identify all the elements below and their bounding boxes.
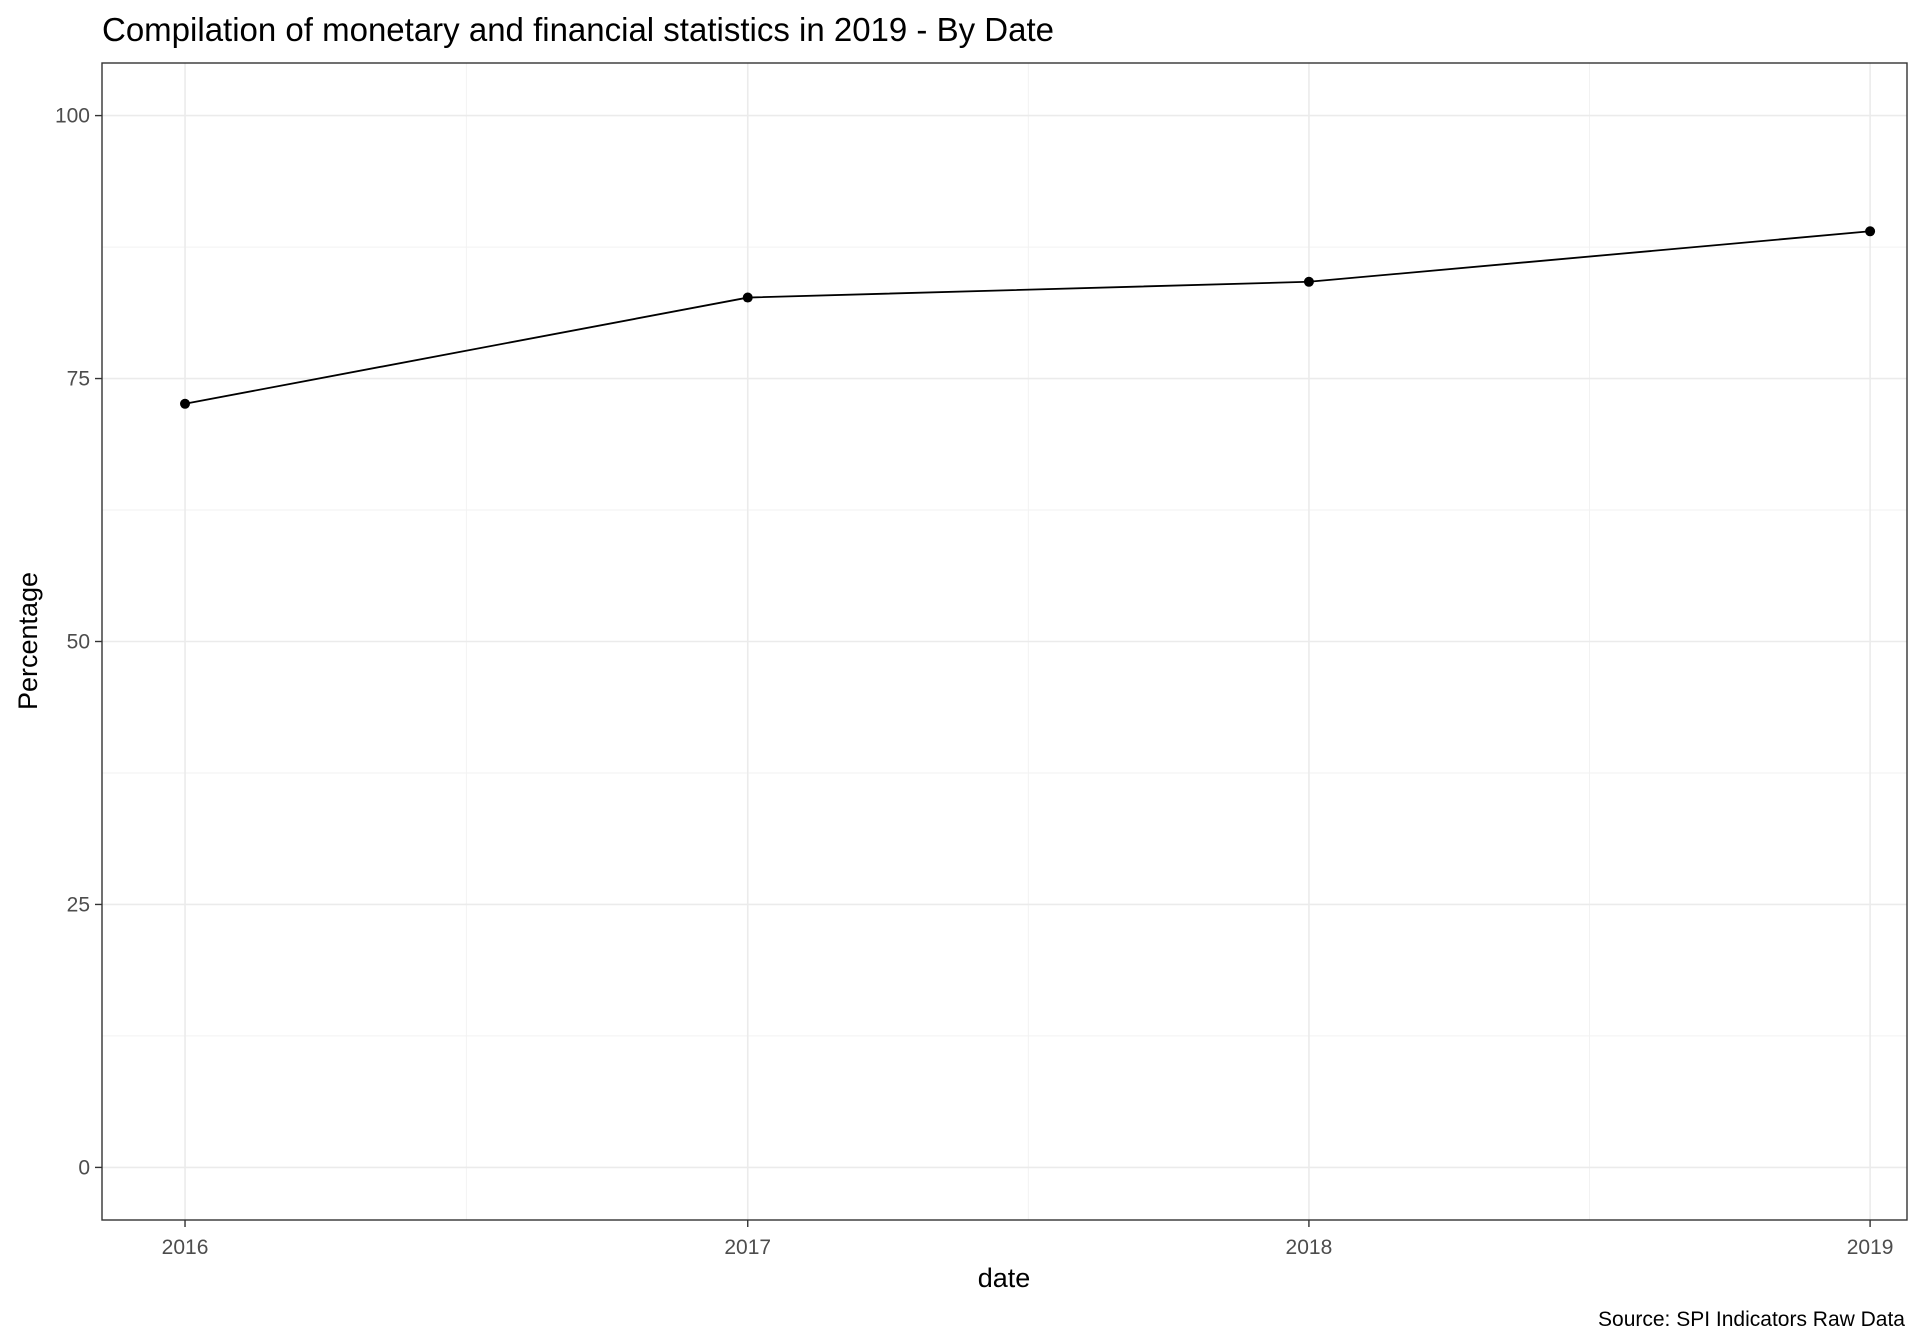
data-point bbox=[742, 292, 753, 303]
y-tick-label: 75 bbox=[67, 368, 90, 391]
x-tick-label: 2018 bbox=[1286, 1236, 1333, 1259]
y-axis-title: Percentage bbox=[13, 572, 43, 710]
data-point bbox=[1303, 276, 1314, 287]
data-point bbox=[1865, 226, 1876, 237]
x-tick-label: 2019 bbox=[1847, 1236, 1894, 1259]
series-layer bbox=[180, 226, 1876, 409]
y-tick-label: 0 bbox=[78, 1156, 90, 1179]
y-tick-label: 50 bbox=[67, 631, 90, 654]
y-tick-label: 100 bbox=[55, 105, 90, 128]
data-point bbox=[180, 398, 191, 409]
chart-caption: Source: SPI Indicators Raw Data bbox=[1598, 1308, 1905, 1331]
series-line bbox=[184, 230, 1871, 405]
x-axis: 2016 2017 2018 2019 bbox=[162, 1220, 1894, 1259]
x-axis-title: date bbox=[978, 1263, 1031, 1293]
major-gridlines bbox=[102, 63, 1907, 1220]
y-axis: 0 25 50 75 100 bbox=[55, 105, 102, 1179]
x-tick-label: 2016 bbox=[162, 1236, 209, 1259]
x-tick-label: 2017 bbox=[724, 1236, 771, 1259]
y-tick-label: 25 bbox=[67, 893, 90, 916]
chart-title: Compilation of monetary and financial st… bbox=[102, 11, 1054, 48]
